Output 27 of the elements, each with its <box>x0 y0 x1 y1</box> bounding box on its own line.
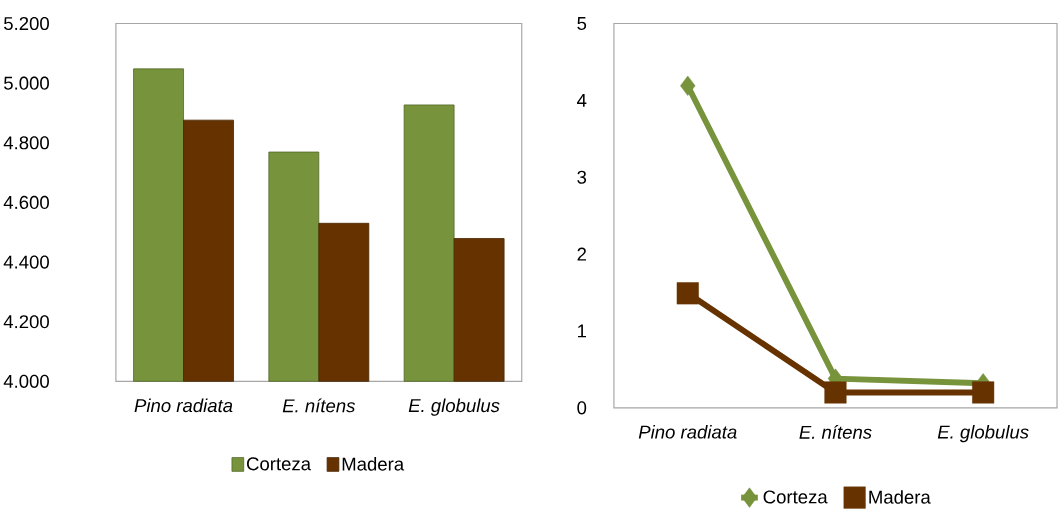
legend-label: Corteza <box>763 490 828 504</box>
point <box>972 381 995 404</box>
y-tick-label: 4.200 <box>3 315 49 329</box>
y-tick-label: 4.400 <box>3 255 49 269</box>
legend-label: Madera <box>342 457 405 471</box>
x-tick-label: Pino radiata <box>134 398 233 413</box>
y-tick-label: 4.600 <box>3 195 49 210</box>
y-tick-label: 5 <box>577 17 587 31</box>
x-tick-label: E. globulus <box>408 398 500 416</box>
y-tick-label: 4.800 <box>3 136 49 150</box>
x-tick-label: E. globulus <box>937 425 1029 443</box>
y-tick-label: 5.000 <box>4 76 49 90</box>
legend-label: Madera <box>869 490 931 504</box>
x-tick-label: E. nítens <box>282 398 356 413</box>
y-tick-label: 5.200 <box>4 17 49 31</box>
point <box>676 282 699 305</box>
y-tick-label: 4 <box>577 94 587 107</box>
y-tick-label: 4.000 <box>3 374 49 389</box>
y-tick-label: 0 <box>577 401 587 415</box>
y-tick-label: 1 <box>578 324 587 338</box>
point <box>824 381 847 404</box>
y-tick-label: 2 <box>577 247 586 261</box>
point <box>680 75 696 96</box>
y-tick-label: 3 <box>577 170 587 184</box>
legend-label: Corteza <box>246 457 312 471</box>
x-tick-label: E. nítens <box>799 425 872 439</box>
x-tick-label: Pino radiata <box>638 425 737 439</box>
